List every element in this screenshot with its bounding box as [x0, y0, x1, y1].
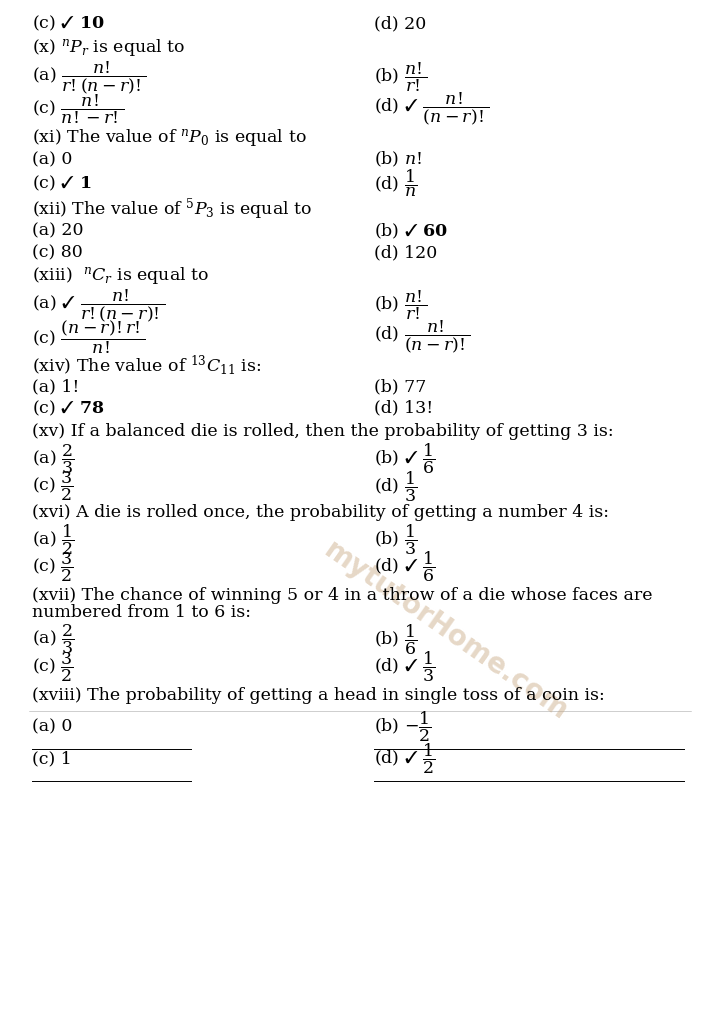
Text: (b) $-\dfrac{1}{2}$: (b) $-\dfrac{1}{2}$	[374, 710, 432, 744]
Text: mytutorHome.com: mytutorHome.com	[319, 536, 574, 726]
Text: (xii) The value of $^{5}P_{3}$ is equal to: (xii) The value of $^{5}P_{3}$ is equal …	[32, 195, 312, 222]
Text: (b) 77: (b) 77	[374, 379, 427, 395]
Text: (b) $\checkmark$ $\dfrac{1}{6}$: (b) $\checkmark$ $\dfrac{1}{6}$	[374, 442, 436, 476]
Text: (d) $\checkmark$ $\dfrac{1}{2}$: (d) $\checkmark$ $\dfrac{1}{2}$	[374, 741, 436, 776]
Text: (a) $\dfrac{2}{3}$: (a) $\dfrac{2}{3}$	[32, 623, 75, 656]
Text: (d) $\checkmark$ $\dfrac{1}{3}$: (d) $\checkmark$ $\dfrac{1}{3}$	[374, 649, 436, 684]
Text: numbered from 1 to 6 is:: numbered from 1 to 6 is:	[32, 605, 251, 621]
Text: (xiii)  $^{n}C_{r}$ is equal to: (xiii) $^{n}C_{r}$ is equal to	[32, 265, 210, 287]
Text: (a) $\dfrac{n!}{r!(n-r)!}$: (a) $\dfrac{n!}{r!(n-r)!}$	[32, 59, 147, 96]
Text: (b) $\dfrac{n!}{r!}$: (b) $\dfrac{n!}{r!}$	[374, 61, 428, 94]
Text: (a) $\checkmark$ $\dfrac{n!}{r!(n-r)!}$: (a) $\checkmark$ $\dfrac{n!}{r!(n-r)!}$	[32, 287, 166, 324]
Text: (d) $\checkmark$ $\dfrac{n!}{(n-r)!}$: (d) $\checkmark$ $\dfrac{n!}{(n-r)!}$	[374, 91, 490, 127]
Text: (d) $\checkmark$ $\dfrac{1}{6}$: (d) $\checkmark$ $\dfrac{1}{6}$	[374, 550, 436, 584]
Text: (c) $\dfrac{(n-r)!r!}{n!}$: (c) $\dfrac{(n-r)!r!}{n!}$	[32, 319, 146, 355]
Text: (b) $\dfrac{1}{6}$: (b) $\dfrac{1}{6}$	[374, 622, 418, 657]
Text: (b) $\checkmark$ $\mathbf{60}$: (b) $\checkmark$ $\mathbf{60}$	[374, 222, 449, 240]
Text: (a) 0: (a) 0	[32, 152, 73, 168]
Text: (d) $\dfrac{n!}{(n-r)!}$: (d) $\dfrac{n!}{(n-r)!}$	[374, 319, 471, 355]
Text: (b) $\dfrac{1}{3}$: (b) $\dfrac{1}{3}$	[374, 522, 418, 557]
Text: (a) $\dfrac{2}{3}$: (a) $\dfrac{2}{3}$	[32, 443, 75, 475]
Text: (d) 120: (d) 120	[374, 244, 438, 261]
Text: (c) $\dfrac{3}{2}$: (c) $\dfrac{3}{2}$	[32, 470, 74, 503]
Text: (c) 80: (c) 80	[32, 244, 83, 261]
Text: (b) $\dfrac{n!}{r!}$: (b) $\dfrac{n!}{r!}$	[374, 289, 428, 322]
Text: (xviii) The probability of getting a head in single toss of a coin is:: (xviii) The probability of getting a hea…	[32, 687, 605, 703]
Text: (xi) The value of $^{n}P_{0}$ is equal to: (xi) The value of $^{n}P_{0}$ is equal t…	[32, 127, 307, 150]
Text: (a) 20: (a) 20	[32, 223, 84, 239]
Text: (c) $\checkmark$ $\mathbf{10}$: (c) $\checkmark$ $\mathbf{10}$	[32, 14, 105, 33]
Text: (c) $\dfrac{3}{2}$: (c) $\dfrac{3}{2}$	[32, 551, 74, 583]
Text: (c) $\dfrac{n!}{n!-r!}$: (c) $\dfrac{n!}{n!-r!}$	[32, 93, 125, 125]
Text: (a) $\dfrac{1}{2}$: (a) $\dfrac{1}{2}$	[32, 522, 75, 557]
Text: (d) 13!: (d) 13!	[374, 400, 433, 416]
Text: (b) $n!$: (b) $n!$	[374, 151, 423, 169]
Text: (x) $^{n}P_{r}$ is equal to: (x) $^{n}P_{r}$ is equal to	[32, 37, 186, 59]
Text: (d) $\dfrac{1}{3}$: (d) $\dfrac{1}{3}$	[374, 469, 418, 504]
Text: (xvi) A die is rolled once, the probability of getting a number 4 is:: (xvi) A die is rolled once, the probabil…	[32, 504, 609, 520]
Text: (d) 20: (d) 20	[374, 15, 427, 32]
Text: (d) $\dfrac{1}{n}$: (d) $\dfrac{1}{n}$	[374, 168, 418, 199]
Text: (xv) If a balanced die is rolled, then the probability of getting 3 is:: (xv) If a balanced die is rolled, then t…	[32, 423, 614, 440]
Text: (xiv) The value of $^{13}C_{11}$ is:: (xiv) The value of $^{13}C_{11}$ is:	[32, 353, 261, 378]
Text: (c) $\checkmark$ $\mathbf{78}$: (c) $\checkmark$ $\mathbf{78}$	[32, 399, 105, 417]
Text: (c) $\dfrac{3}{2}$: (c) $\dfrac{3}{2}$	[32, 651, 74, 683]
Text: (c) $\checkmark$ $\mathbf{1}$: (c) $\checkmark$ $\mathbf{1}$	[32, 174, 92, 192]
Text: (xvii) The chance of winning 5 or 4 in a throw of a die whose faces are: (xvii) The chance of winning 5 or 4 in a…	[32, 587, 653, 604]
Text: (a) 0: (a) 0	[32, 719, 73, 735]
Text: (c) 1: (c) 1	[32, 750, 72, 767]
Text: (a) 1!: (a) 1!	[32, 379, 80, 395]
